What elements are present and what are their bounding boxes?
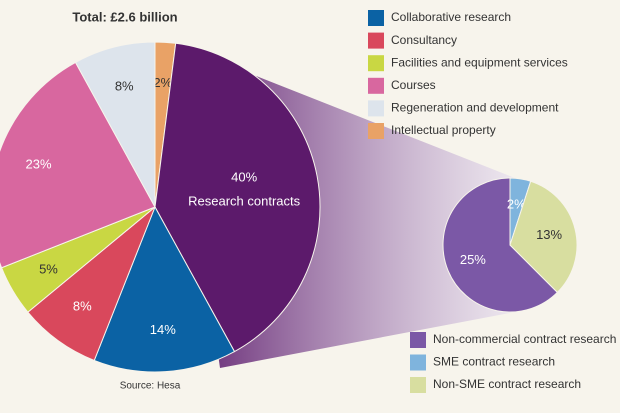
legend-label: Non-commercial contract research [433,332,616,346]
legend-swatch [368,32,384,49]
pie-slice [442,177,559,313]
pie-slice [93,205,236,373]
legend-swatch [368,10,384,26]
pie-slice [154,42,321,353]
data-label: 2% [153,75,172,90]
legend-label: Courses [391,78,436,92]
legend-label: Non-SME contract research [433,377,581,391]
legend-label: Collaborative research [391,10,511,24]
data-label: 14% [150,322,176,337]
legend-swatch [368,77,384,94]
data-label: 40% [231,169,257,184]
data-label: 5% [39,261,58,276]
legend-swatch [368,100,384,117]
source: Source: Hesa [120,381,181,392]
chart-title: Total: £2.6 billion [72,9,177,24]
legend-label: Consultancy [391,33,457,47]
data-label: 2% [507,197,526,212]
legend-label: Facilities and equipment services [391,55,568,69]
legend-label: Regeneration and development [391,101,559,115]
legend-swatch [410,354,426,371]
legend-swatch [368,123,384,139]
data-label: 8% [73,299,92,314]
legend-swatch [410,332,426,348]
pie-slice [0,61,156,269]
legend-label: SME contract research [433,355,555,369]
pie-slice [509,180,578,294]
pie-slice [74,41,156,208]
data-label: 25% [460,252,486,267]
legend-label: Intellectual property [391,123,496,137]
data-label: 23% [26,157,52,172]
legend-swatch [410,377,426,393]
slice-name: Research contracts [188,193,300,208]
data-label: 13% [536,227,562,242]
data-label: 8% [115,79,134,94]
legend-swatch [368,55,384,72]
